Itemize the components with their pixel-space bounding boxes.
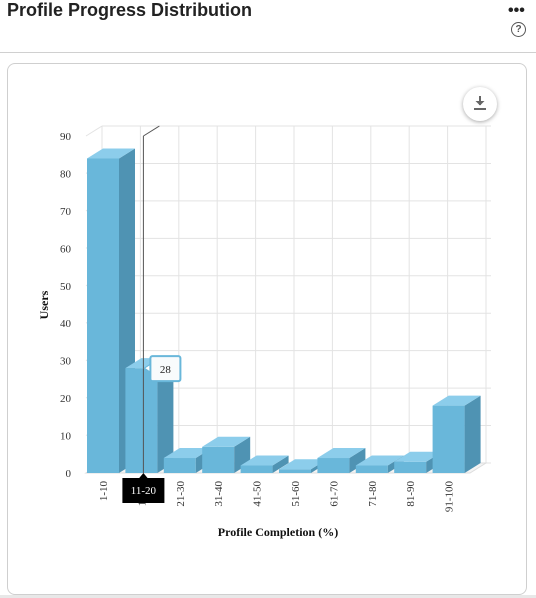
bar-side xyxy=(272,455,289,473)
y-tick-label: 30 xyxy=(60,356,72,368)
bar-top xyxy=(87,148,135,159)
x-tick-label: 21-30 xyxy=(175,481,187,507)
bar-top xyxy=(355,455,404,466)
category-label-pointer xyxy=(138,473,149,479)
y-tick-label: 90 xyxy=(60,131,72,143)
download-icon xyxy=(474,96,486,110)
x-tick-label: 91-100 xyxy=(444,481,456,513)
y-tick-label: 10 xyxy=(60,431,72,443)
bar xyxy=(279,469,311,473)
category-label-text: 11-20 xyxy=(131,485,157,497)
bar-top xyxy=(202,436,251,447)
download-button[interactable] xyxy=(463,87,497,121)
bottom-edge xyxy=(0,595,536,598)
y-axis-title: Users xyxy=(37,290,51,319)
bar-side xyxy=(464,395,481,473)
help-icon[interactable]: ? xyxy=(511,22,526,37)
bar xyxy=(317,458,350,473)
x-tick-label: 81-90 xyxy=(405,481,417,507)
y-tick-label: 70 xyxy=(60,206,72,218)
bar-top xyxy=(432,395,481,406)
tooltip-box xyxy=(149,355,182,383)
grid-line xyxy=(85,125,103,137)
y-tick-label: 0 xyxy=(66,468,72,480)
page-title: Profile Progress Distribution xyxy=(7,0,253,20)
bar xyxy=(163,458,196,473)
x-tick-label: 41-50 xyxy=(252,481,264,507)
bar-side xyxy=(157,358,174,473)
bar xyxy=(87,158,119,473)
header-divider xyxy=(0,52,536,53)
bar-side xyxy=(349,448,366,473)
bar xyxy=(432,405,465,473)
x-tick-label: 1-10 xyxy=(98,481,110,502)
y-tick-label: 80 xyxy=(60,168,72,180)
x-tick-label: 51-60 xyxy=(290,481,302,507)
bar-top xyxy=(317,448,366,459)
bar xyxy=(202,446,235,473)
bar xyxy=(240,465,273,473)
bar-top xyxy=(279,459,327,470)
tooltip-value: 28 xyxy=(160,364,172,376)
bar-top xyxy=(394,451,443,462)
y-tick-label: 20 xyxy=(60,393,72,405)
x-axis-title: Profile Completion (%) xyxy=(218,525,338,539)
crosshair-line xyxy=(143,125,160,137)
x-tick-label: 31-40 xyxy=(213,481,225,507)
bar xyxy=(394,461,427,473)
bar-top xyxy=(240,455,289,466)
category-label-box xyxy=(122,478,165,503)
bar xyxy=(125,368,158,473)
bar xyxy=(355,465,388,473)
y-tick-label: 60 xyxy=(60,243,72,255)
x-tick-label: 61-70 xyxy=(328,481,340,507)
y-tick-label: 40 xyxy=(60,318,72,330)
more-options-icon[interactable]: ••• xyxy=(508,2,525,19)
bar-top xyxy=(163,448,212,459)
x-tick-label: 71-80 xyxy=(367,481,379,507)
y-tick-label: 50 xyxy=(60,281,72,293)
